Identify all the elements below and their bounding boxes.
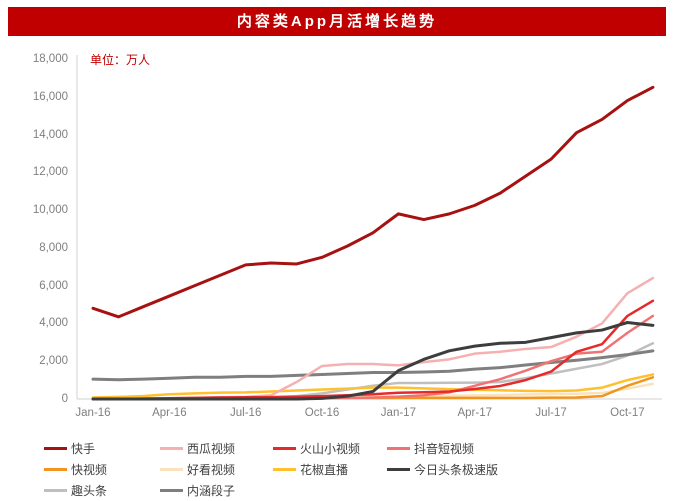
legend-label: 趣头条 xyxy=(71,484,108,498)
x-tick-label: Jul-17 xyxy=(535,407,567,419)
legend-swatch-icon xyxy=(44,468,67,471)
legend-swatch-icon xyxy=(387,468,410,471)
series-line-西瓜视频 xyxy=(91,276,655,401)
legend-item-趣头条: 趣头条 xyxy=(44,482,160,499)
legend-item-快视频: 快视频 xyxy=(44,461,160,478)
y-tick-label: 10,000 xyxy=(32,204,68,217)
legend-swatch-icon xyxy=(44,489,67,492)
legend-label: 火山小视频 xyxy=(300,442,361,456)
legend-item-内涵段子: 内涵段子 xyxy=(160,482,273,499)
series-line-快手 xyxy=(91,85,655,319)
legend-item-好看视频: 好看视频 xyxy=(160,461,273,478)
y-tick-label: 16,000 xyxy=(32,90,68,103)
y-tick-label: 4,000 xyxy=(39,317,68,330)
y-tick-label: 18,000 xyxy=(32,53,68,65)
x-tick-label: Apr-17 xyxy=(457,407,493,419)
legend-swatch-icon xyxy=(387,447,410,450)
y-tick-label: 6,000 xyxy=(39,279,68,292)
legend-label: 快视频 xyxy=(71,463,108,477)
legend-swatch-icon xyxy=(44,447,67,450)
legend-label: 内涵段子 xyxy=(187,484,236,498)
legend-item-今日头条极速版: 今日头条极速版 xyxy=(387,461,498,478)
legend-label: 今日头条极速版 xyxy=(414,463,499,477)
y-tick-label: 8,000 xyxy=(39,241,68,254)
chart-title-bar: 内容类App月活增长趋势 xyxy=(8,7,666,36)
legend-label: 抖音短视频 xyxy=(414,442,475,456)
y-tick-label: 12,000 xyxy=(32,166,68,179)
legend-item-快手: 快手 xyxy=(44,440,160,457)
x-tick-label: Jan-16 xyxy=(75,407,111,419)
y-tick-label: 0 xyxy=(61,393,68,405)
legend-item-西瓜视频: 西瓜视频 xyxy=(160,440,273,457)
series-line-花椒直播 xyxy=(91,373,655,399)
series-line-今日头条极速版 xyxy=(91,321,655,401)
chart-area: 单位：万人 0 2,000 4,000 6,000 8,000 10,000 12,000 1… xyxy=(0,36,674,432)
legend-item-花椒直播: 花椒直播 xyxy=(273,461,387,478)
legend-label: 西瓜视频 xyxy=(187,442,236,456)
series-line-内涵段子 xyxy=(91,349,655,382)
y-tick-label: 14,000 xyxy=(32,128,68,141)
legend-label: 快手 xyxy=(71,442,96,456)
x-tick-label: Jul-16 xyxy=(230,407,262,419)
unit-label: 单位：万人 xyxy=(90,53,151,67)
y-tick-label: 2,000 xyxy=(39,355,68,368)
legend-swatch-icon xyxy=(273,468,296,471)
legend-swatch-icon xyxy=(160,489,183,492)
chart-title: 内容类App月活增长趋势 xyxy=(236,13,438,30)
legend-item-火山小视频: 火山小视频 xyxy=(273,440,387,457)
legend-swatch-icon xyxy=(160,447,183,450)
legend-item-抖音短视频: 抖音短视频 xyxy=(387,440,498,457)
x-tick-label: Oct-16 xyxy=(304,407,340,419)
line-plot xyxy=(76,55,662,401)
legend-swatch-icon xyxy=(160,468,183,471)
x-tick-label: Oct-17 xyxy=(610,407,645,419)
legend-label: 好看视频 xyxy=(187,463,236,477)
x-tick-label: Apr-16 xyxy=(152,407,187,419)
x-tick-label: Jan-17 xyxy=(380,407,416,419)
legend-swatch-icon xyxy=(273,447,296,450)
legend: 快手 西瓜视频 火山小视频 抖音短视频快视频 好看视频 花椒直播 今日头条极速版趣头条 内涵段… xyxy=(44,438,498,501)
series-line-火山小视频 xyxy=(91,299,655,401)
legend-label: 花椒直播 xyxy=(300,463,349,477)
